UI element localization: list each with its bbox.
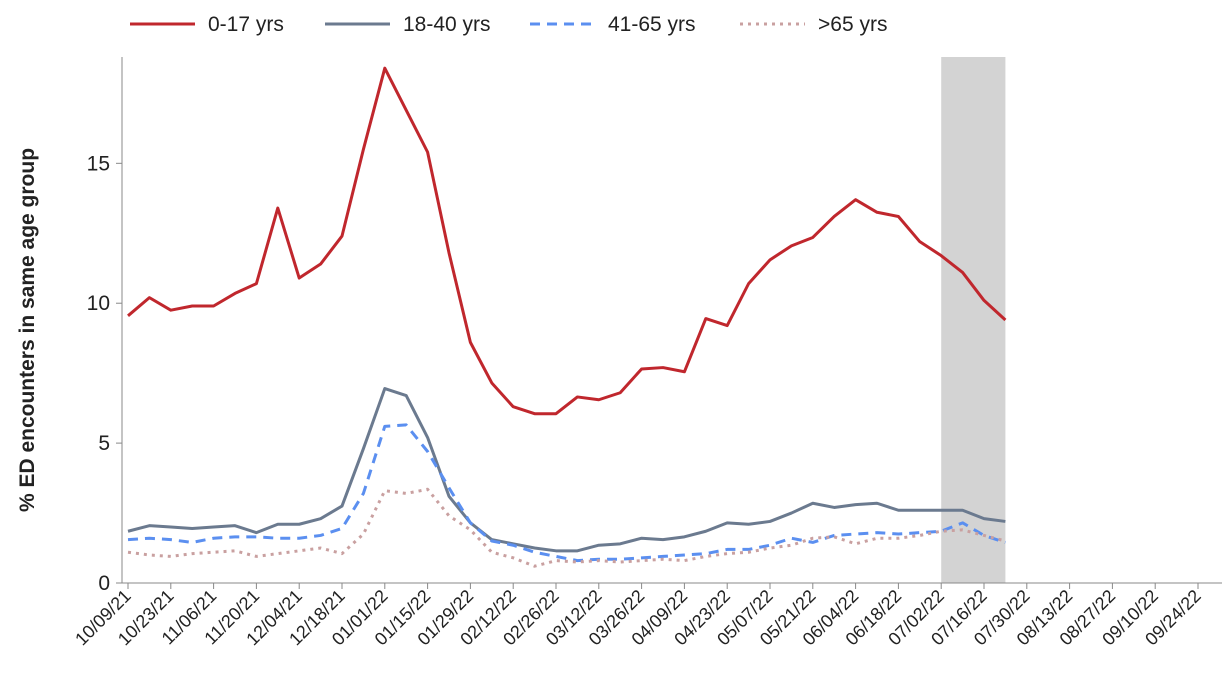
y-tick-label: 0 bbox=[98, 572, 110, 595]
legend-label: 18-40 yrs bbox=[403, 13, 491, 36]
series-line bbox=[127, 487, 1006, 568]
series-line bbox=[127, 423, 1006, 563]
y-tick-label: 5 bbox=[98, 432, 110, 455]
series-line bbox=[127, 66, 1007, 416]
series-line bbox=[127, 387, 1006, 553]
legend-label: >65 yrs bbox=[818, 13, 887, 36]
y-tick-label: 15 bbox=[87, 152, 110, 175]
shaded-region bbox=[941, 57, 1006, 583]
y-tick-label: 10 bbox=[87, 292, 110, 315]
y-axis-label: % ED encounters in same age group bbox=[16, 148, 39, 512]
legend-label: 0-17 yrs bbox=[208, 13, 284, 36]
legend-label: 41-65 yrs bbox=[608, 13, 696, 36]
